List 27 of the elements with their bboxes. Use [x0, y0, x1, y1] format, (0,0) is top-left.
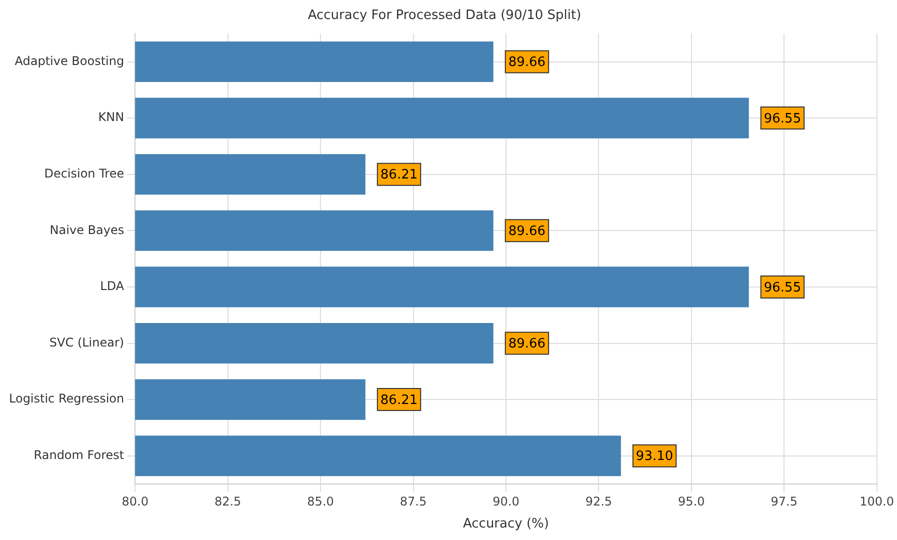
data-label: 89.66	[508, 55, 546, 70]
data-label: 89.66	[508, 224, 546, 240]
x-tick-label: 97.5	[770, 494, 798, 508]
x-tick-label: 95.0	[678, 494, 705, 508]
x-tick-label: 100.0	[860, 494, 894, 508]
y-tick-label: Naive Bayes	[50, 222, 124, 237]
x-tick-label: 82.5	[214, 494, 242, 508]
data-label: 86.21	[380, 392, 418, 408]
y-tick-label: Adaptive Boosting	[14, 54, 124, 68]
data-label: 89.66	[508, 336, 546, 352]
x-tick-label: 80.0	[122, 494, 148, 508]
data-label: 96.55	[764, 111, 802, 126]
x-axis-title: Accuracy (%)	[462, 516, 549, 532]
y-tick-label: SVC (Linear)	[49, 335, 124, 350]
x-tick-label: 85.0	[307, 494, 334, 508]
y-tick-label: LDA	[100, 279, 125, 294]
data-label: 93.10	[636, 449, 674, 464]
chart-title: Accuracy For Processed Data (90/10 Split)	[308, 8, 582, 24]
y-tick-label: Decision Tree	[44, 166, 124, 180]
y-tick-label: KNN	[98, 110, 124, 124]
data-label: 96.55	[764, 280, 802, 296]
x-tick-label: 87.5	[400, 494, 427, 508]
y-tick-label: Logistic Regression	[9, 392, 124, 406]
x-tick-label: 90.0	[492, 494, 520, 508]
x-tick-label: 92.5	[585, 494, 612, 508]
y-tick-label: Random Forest	[34, 448, 124, 462]
data-label: 86.21	[380, 168, 418, 183]
